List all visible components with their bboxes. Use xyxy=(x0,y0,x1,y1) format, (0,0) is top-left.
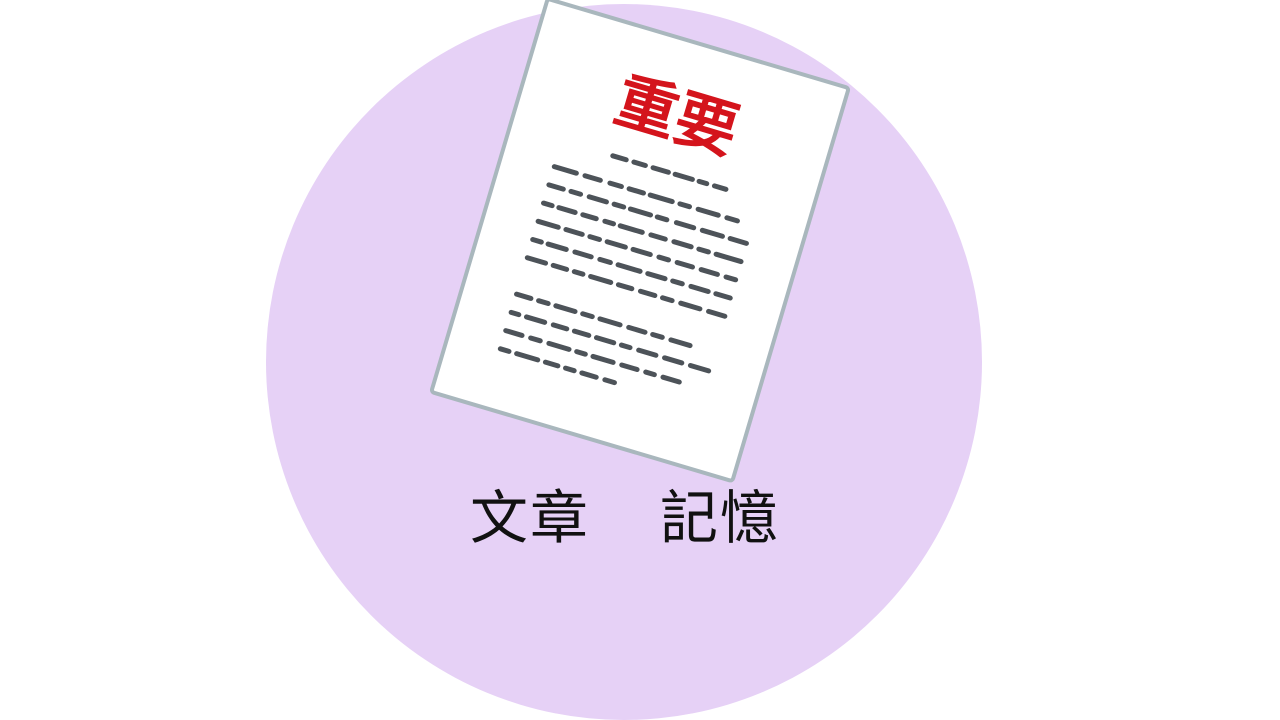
document-text-lines xyxy=(497,153,749,386)
caption-word-sentence: 文章 xyxy=(470,484,591,552)
caption-word-memory: 記憶 xyxy=(660,484,781,552)
caption: 文章 記憶 xyxy=(470,478,830,558)
